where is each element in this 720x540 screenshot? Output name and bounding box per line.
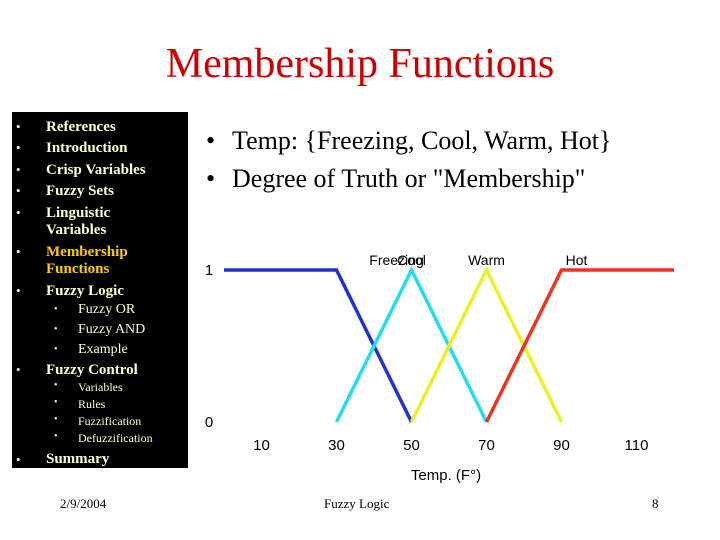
sidebar-sub-bullet: •	[54, 344, 58, 355]
sidebar-bullet: •	[16, 362, 21, 377]
series-line-cool	[334, 266, 489, 423]
sidebar-subitem-example[interactable]: Example	[78, 342, 128, 357]
sidebar-subitem-fuzzy-and[interactable]: Fuzzy AND	[78, 322, 146, 337]
sidebar-item-label: Variables	[46, 222, 107, 238]
sidebar-bullet: •	[16, 244, 21, 259]
page-number: 8	[652, 496, 659, 511]
content-bullets: • Temp: {Freezing, Cool, Warm, Hot} • Degr…	[206, 122, 706, 198]
sidebar-item-introduction[interactable]: Introduction	[46, 140, 128, 156]
sidebar-item-references[interactable]: References	[46, 119, 116, 135]
x-tick-label: 90	[553, 437, 570, 454]
sidebar-subitem-defuzzification[interactable]: Defuzzification	[78, 431, 153, 445]
sidebar-bullet: •	[16, 205, 21, 220]
sidebar-sub-bullet: •	[54, 304, 58, 315]
sidebar-subitem-variables[interactable]: Variables	[78, 380, 123, 394]
sidebar-item-fuzzy-sets[interactable]: Fuzzy Sets	[46, 183, 114, 199]
footer-date: 2/9/2004	[60, 496, 107, 511]
content-bullet-text: Degree of Truth or "Membership"	[232, 164, 586, 193]
x-tick-label: 10	[253, 437, 270, 454]
bullet-dot: •	[206, 164, 216, 193]
sidebar-bullet: •	[16, 119, 21, 134]
sidebar-item-label: Membership	[46, 244, 128, 260]
sidebar-subitem-fuzzy-or[interactable]: Fuzzy OR	[78, 302, 136, 317]
sidebar-item-fuzzy-logic[interactable]: Fuzzy Logic	[46, 283, 124, 299]
content-bullet-text: Temp: {Freezing, Cool, Warm, Hot}	[232, 126, 612, 155]
y-tick-label: 0	[205, 414, 213, 431]
series-label-warm: Warm	[468, 252, 505, 268]
sidebar-bullet: •	[16, 452, 21, 467]
sidebar-bullet: •	[16, 183, 21, 198]
sidebar-item-membership-functions[interactable]: Membership Functions	[46, 244, 128, 278]
sidebar-sub-bullet: •	[54, 431, 58, 442]
x-tick-label: 110	[625, 437, 649, 454]
series-line-warm	[409, 266, 564, 423]
content-bullet: • Temp: {Freezing, Cool, Warm, Hot}	[206, 122, 706, 160]
sidebar-item-crisp-variables[interactable]: Crisp Variables	[46, 162, 146, 178]
series-line-freezing	[224, 268, 414, 423]
x-tick-label: 70	[478, 437, 495, 454]
sidebar-item-label: Functions	[46, 261, 110, 277]
sidebar-bullet: •	[16, 283, 21, 298]
sidebar-sub-bullet: •	[54, 414, 58, 425]
series-label-freezing: Freezing	[369, 252, 423, 268]
sidebar-bullet: •	[16, 140, 21, 155]
sidebar-item-label: Linguistic	[46, 205, 111, 221]
sidebar-outline: • References • Introduction • Crisp Vari…	[12, 112, 188, 468]
content-bullet: • Degree of Truth or "Membership"	[206, 160, 706, 198]
x-tick-label: 30	[328, 437, 345, 454]
sidebar-subitem-rules[interactable]: Rules	[78, 397, 106, 411]
x-tick-label: 50	[403, 437, 420, 454]
sidebar-item-fuzzy-control[interactable]: Fuzzy Control	[46, 362, 138, 378]
series-label-hot: Hot	[566, 252, 588, 268]
footer-title: Fuzzy Logic	[324, 496, 390, 511]
sidebar-subitem-fuzzification[interactable]: Fuzzification	[78, 414, 142, 428]
series-label-cool: Cool	[397, 252, 426, 268]
sidebar-bullet: •	[16, 162, 21, 177]
series-line-hot	[484, 268, 674, 423]
sidebar-item-summary[interactable]: Summary	[46, 451, 110, 467]
bullet-dot: •	[206, 126, 216, 155]
sidebar-sub-bullet: •	[54, 380, 58, 391]
sidebar-sub-bullet: •	[54, 397, 58, 408]
x-axis-label: Temp. (F°)	[411, 467, 481, 484]
slide-title: Membership Functions	[165, 41, 555, 87]
sidebar-item-linguistic-variables[interactable]: Linguistic Variables	[46, 205, 110, 239]
sidebar-sub-bullet: •	[54, 324, 58, 335]
y-tick-label: 1	[205, 262, 213, 279]
